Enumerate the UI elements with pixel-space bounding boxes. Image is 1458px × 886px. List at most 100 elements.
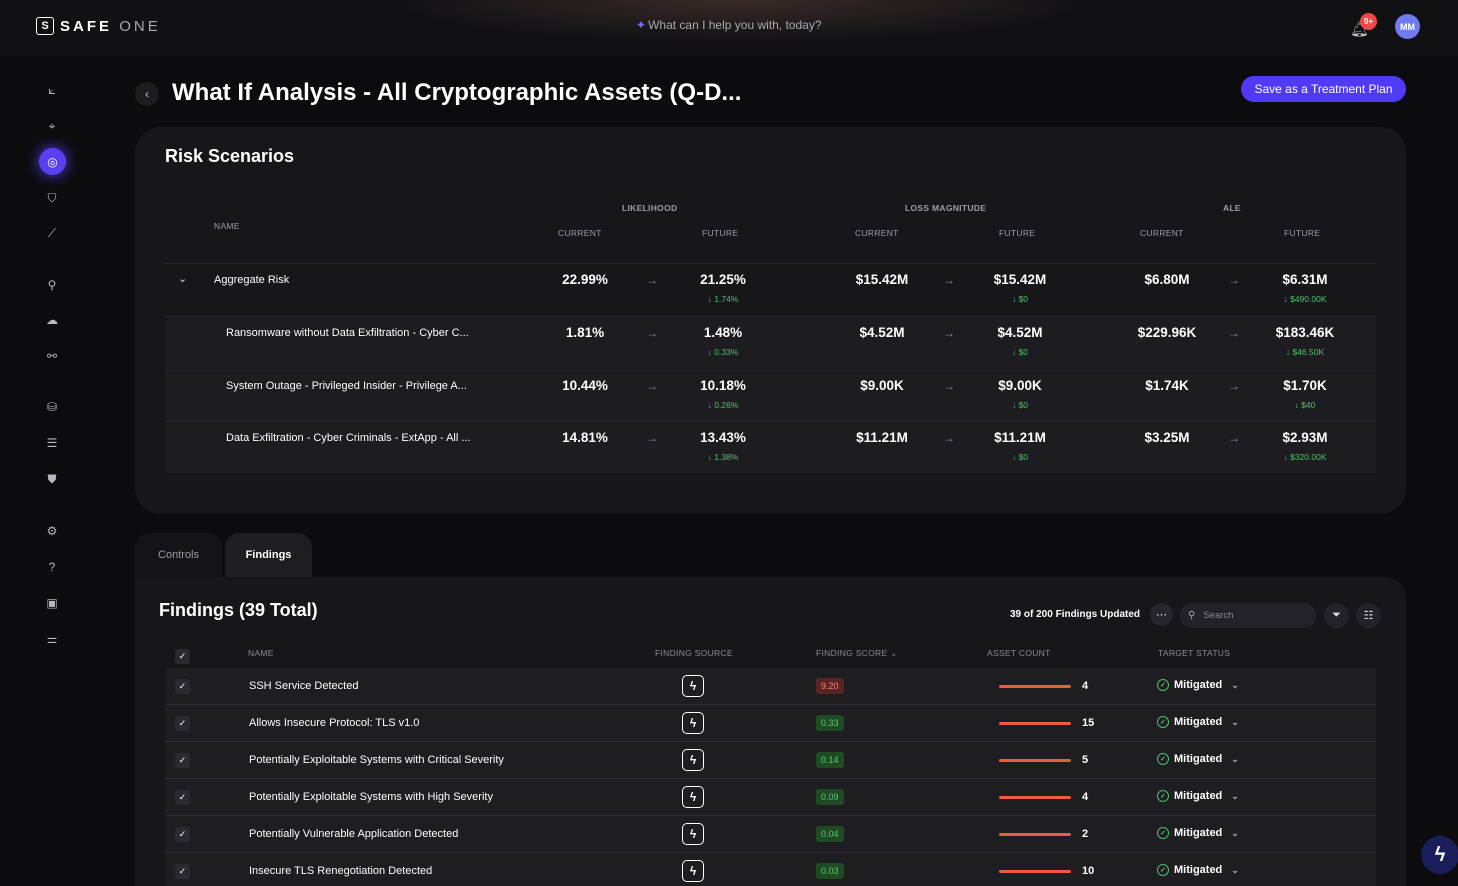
target-status-dropdown[interactable]: ✓ Mitigated ⌄ <box>1157 790 1239 802</box>
chevron-down-icon[interactable]: ⌄ <box>178 273 188 285</box>
arrow-right-icon: → <box>943 379 955 393</box>
row-checkbox[interactable]: ✓ <box>175 864 190 879</box>
save-treatment-plan-button[interactable]: Save as a Treatment Plan <box>1241 76 1406 102</box>
likelihood-delta: ↓ 1.38% <box>707 452 739 462</box>
search-icon: ⚲ <box>1188 610 1196 621</box>
risk-row[interactable]: System Outage - Privileged Insider - Pri… <box>165 369 1376 421</box>
ale-current-header: CURRENT <box>1140 228 1184 238</box>
lightning-logo-icon: ϟ <box>1434 843 1446 866</box>
assistant-fab-button[interactable]: ϟ <box>1421 836 1458 874</box>
asset-count: 2 <box>1082 828 1089 840</box>
asset-count-bar <box>999 722 1071 725</box>
more-options-button[interactable]: ⋯ <box>1150 603 1173 626</box>
arrow-right-icon: → <box>943 273 955 287</box>
target-status-dropdown[interactable]: ✓ Mitigated ⌄ <box>1157 716 1239 728</box>
table-row[interactable]: ✓ Allows Insecure Protocol: TLS v1.0 ϟ 0… <box>165 705 1376 742</box>
arrow-right-icon: → <box>1228 379 1240 393</box>
likelihood-future-header: FUTURE <box>702 228 739 238</box>
safe-one-logo[interactable]: S SAFE ONE <box>36 17 161 35</box>
filter-button[interactable]: ⏷ <box>1324 603 1349 628</box>
shield-check-icon[interactable]: ⛉ <box>47 190 57 205</box>
finding-name: Allows Insecure Protocol: TLS v1.0 <box>249 717 420 729</box>
column-settings-button[interactable]: ☷ <box>1356 603 1381 628</box>
risk-name: Aggregate Risk <box>214 274 290 286</box>
settings-icon[interactable]: ⚙ <box>46 524 58 538</box>
folder-icon[interactable]: ▣ <box>46 596 58 610</box>
select-all-checkbox[interactable]: ✓ <box>175 649 190 664</box>
risk-row[interactable]: Ransomware without Data Exfiltration - C… <box>165 316 1376 368</box>
arrow-right-icon: → <box>943 326 955 340</box>
risk-row[interactable]: Data Exfiltration - Cyber Criminals - Ex… <box>165 421 1376 473</box>
risk-scenarios-panel: Risk Scenarios LIKELIHOOD LOSS MAGNITUDE… <box>135 127 1406 514</box>
connections-icon[interactable]: ⚯ <box>46 349 58 363</box>
target-status-label: Mitigated <box>1174 679 1223 691</box>
likelihood-delta: ↓ 1.74% <box>707 294 739 304</box>
search-box[interactable]: ⚲ <box>1180 603 1316 628</box>
likelihood-future: 21.25% <box>700 272 746 287</box>
ale-future: $1.70K <box>1283 378 1327 393</box>
sidebar: ⟀ ⌖ ◎ ⛉ ⟋ ⚲ ☁ ⚯ ⛁ ☰ ⛊ ⚙ ? ▣ ⚌ <box>0 56 104 886</box>
loss-future: $9.00K <box>998 378 1042 393</box>
safe-source-icon: ϟ <box>682 749 704 771</box>
logo-text-suffix: ONE <box>119 17 161 35</box>
loss-current: $15.42M <box>855 272 909 287</box>
loss-future: $15.42M <box>993 272 1047 287</box>
chevron-left-icon: ‹ <box>145 87 149 101</box>
assistant-prompt[interactable]: ✦ What can I help you with, today? <box>636 18 822 32</box>
loss-future: $11.21M <box>994 430 1046 445</box>
target-status-dropdown[interactable]: ✓ Mitigated ⌄ <box>1157 864 1239 876</box>
risk-name: System Outage - Privileged Insider - Pri… <box>226 380 467 392</box>
loss-delta: ↓ $0 <box>1011 400 1029 410</box>
table-row[interactable]: ✓ Insecure TLS Renegotiation Detected ϟ … <box>165 853 1376 886</box>
target-status-dropdown[interactable]: ✓ Mitigated ⌄ <box>1157 679 1239 691</box>
target-status-dropdown[interactable]: ✓ Mitigated ⌄ <box>1157 827 1239 839</box>
target-status-dropdown[interactable]: ✓ Mitigated ⌄ <box>1157 753 1239 765</box>
loss-future: $4.52M <box>997 325 1043 340</box>
ellipsis-icon: ⋯ <box>1156 609 1167 621</box>
table-row[interactable]: ✓ Potentially Exploitable Systems with C… <box>165 742 1376 779</box>
table-row[interactable]: ✓ Potentially Exploitable Systems with H… <box>165 779 1376 816</box>
asset-count-bar <box>999 796 1071 799</box>
loss-current: $9.00K <box>860 378 904 393</box>
row-checkbox[interactable]: ✓ <box>175 679 190 694</box>
row-checkbox[interactable]: ✓ <box>175 753 190 768</box>
risk-row-aggregate[interactable]: ⌄ Aggregate Risk 22.99% → 21.25% ↓ 1.74%… <box>165 263 1376 315</box>
header-finding-score-label: FINDING SCORE <box>816 648 888 658</box>
chart-icon[interactable]: ⟀ <box>48 82 56 97</box>
user-icon[interactable]: ⚲ <box>47 278 57 292</box>
avatar[interactable]: MM <box>1395 14 1420 39</box>
logo-text: SAFE ONE <box>60 18 161 35</box>
assistant-prompt-text: What can I help you with, today? <box>648 18 822 32</box>
database-icon[interactable]: ⛁ <box>46 400 58 414</box>
safe-source-icon: ϟ <box>682 786 704 808</box>
sliders-icon[interactable]: ⚌ <box>46 632 58 646</box>
cloud-icon[interactable]: ☁ <box>46 313 58 327</box>
row-checkbox[interactable]: ✓ <box>175 827 190 842</box>
chevron-down-icon: ⌄ <box>890 648 898 658</box>
ale-current: $1.74K <box>1145 378 1189 393</box>
trend-icon[interactable]: ⟋ <box>47 225 57 240</box>
row-checkbox[interactable]: ✓ <box>175 716 190 731</box>
row-checkbox[interactable]: ✓ <box>175 790 190 805</box>
ale-header: ALE <box>1223 203 1241 213</box>
radar-icon[interactable]: ◎ <box>39 148 66 175</box>
risk-name: Data Exfiltration - Cyber Criminals - Ex… <box>226 432 471 444</box>
finding-score-badge: 9.20 <box>816 678 844 694</box>
back-button[interactable]: ‹ <box>135 82 159 106</box>
ale-delta: ↓ $46.50K <box>1285 347 1325 357</box>
shield-search-icon[interactable]: ⛊ <box>47 471 57 486</box>
tab-findings[interactable]: Findings <box>225 533 312 577</box>
help-icon[interactable]: ? <box>48 560 56 574</box>
list-icon[interactable]: ☰ <box>46 436 58 450</box>
finding-score-badge: 0.09 <box>816 789 844 805</box>
page-title: What If Analysis - All Cryptographic Ass… <box>172 79 742 106</box>
table-row[interactable]: ✓ SSH Service Detected ϟ 9.20 4 ✓ Mitigat… <box>165 668 1376 705</box>
safe-source-icon: ϟ <box>682 675 704 697</box>
target-icon[interactable]: ⌖ <box>48 118 56 133</box>
asset-count: 10 <box>1082 865 1095 877</box>
tab-controls[interactable]: Controls <box>135 533 222 577</box>
search-input[interactable] <box>1203 610 1304 621</box>
table-row[interactable]: ✓ Potentially Vulnerable Application Det… <box>165 816 1376 853</box>
header-finding-score[interactable]: FINDING SCORE ⌄ <box>816 648 898 659</box>
arrow-right-icon: → <box>1228 273 1240 287</box>
